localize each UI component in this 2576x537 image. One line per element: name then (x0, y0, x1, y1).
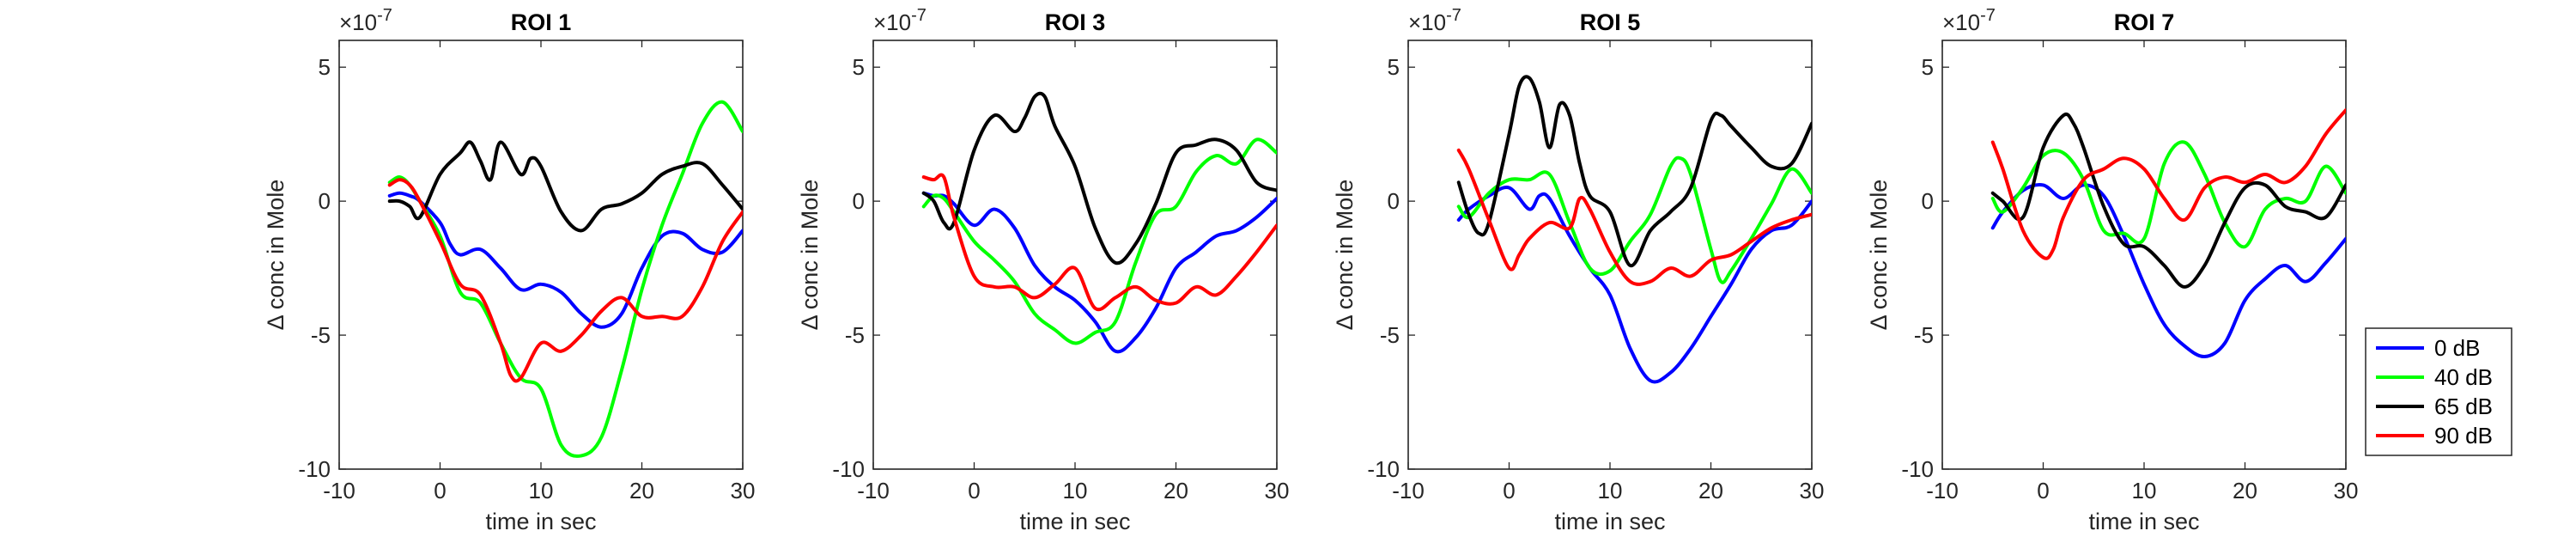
y-tick-label: -5 (1380, 322, 1400, 348)
legend-label: 0 dB (2434, 335, 2481, 361)
series-line-0-db (1990, 182, 2346, 359)
legend-label: 90 dB (2434, 423, 2493, 449)
chart-title: ROI 7 (2114, 9, 2175, 35)
y-exponent-label: ×10-7 (1942, 6, 1996, 35)
y-tick-label: 5 (1922, 54, 1934, 80)
x-tick-label: 30 (731, 478, 756, 503)
x-axis-label: time in sec (1554, 509, 1665, 534)
x-tick-label: 0 (434, 478, 446, 503)
chart-panel-4: -10 0 10 20 30 -10 -5 0 5 ×10-7 ROI 7 time in sec Δ … (1866, 6, 2358, 534)
x-tick-label: 10 (1063, 478, 1088, 503)
x-tick-label: -10 (857, 478, 890, 503)
axes-box (1941, 40, 2347, 470)
y-axis-label: Δ conc in Mole (263, 180, 289, 331)
axes-box (872, 40, 1278, 470)
legend-label: 40 dB (2434, 364, 2493, 390)
y-tick-label: 5 (1388, 54, 1400, 80)
y-axis-label: Δ conc in Mole (797, 180, 823, 331)
y-tick-label: -10 (1367, 456, 1400, 482)
chart-panel-2: -10 0 10 20 30 -10 -5 0 5 ×10-7 ROI 3 time in sec Δ … (797, 6, 1289, 534)
y-tick-label: -10 (298, 456, 331, 482)
x-axis-label: time in sec (1019, 509, 1130, 534)
x-tick-label: 10 (1598, 478, 1623, 503)
x-tick-label: 20 (2233, 478, 2257, 503)
y-tick-label: 5 (319, 54, 331, 80)
x-tick-label: -10 (323, 478, 355, 503)
y-tick-label: -10 (1901, 456, 1934, 482)
x-tick-label: 30 (1265, 478, 1290, 503)
y-exponent-label: ×10-7 (1408, 6, 1461, 35)
x-tick-label: 10 (2132, 478, 2157, 503)
legend-label: 65 dB (2434, 394, 2493, 419)
chart-panel-3: -10 0 10 20 30 -10 -5 0 5 ×10-7 ROI 5 time in sec Δ … (1332, 6, 1824, 534)
y-tick-label: -10 (832, 456, 865, 482)
y-tick-label: -5 (845, 322, 865, 348)
y-tick-label: 0 (1922, 188, 1934, 214)
chart-title: ROI 3 (1045, 9, 1106, 35)
chart-title: ROI 1 (511, 9, 572, 35)
y-axis-label: Δ conc in Mole (1332, 180, 1358, 331)
y-axis-label: Δ conc in Mole (1866, 180, 1892, 331)
series-line-90-db (921, 173, 1277, 312)
y-tick-label: -5 (311, 322, 331, 348)
series-lines (921, 91, 1277, 354)
series-line-65-db (387, 140, 743, 233)
y-tick-label: 0 (1388, 188, 1400, 214)
x-tick-label: 20 (1698, 478, 1723, 503)
x-tick-label: 30 (2334, 478, 2359, 503)
y-exponent-label: ×10-7 (873, 6, 927, 35)
series-line-90-db (1990, 108, 2346, 260)
series-line-0-db (921, 191, 1277, 354)
x-tick-label: 10 (529, 478, 554, 503)
x-axis-label: time in sec (485, 509, 596, 534)
chart-panel-1: -10 0 10 20 30 -10 -5 0 5 ×10-7 ROI 1 time in sec Δ … (263, 6, 755, 534)
series-line-65-db (1456, 75, 1812, 267)
y-exponent: -7 (377, 6, 392, 25)
x-tick-label: 30 (1800, 478, 1825, 503)
y-tick-label: 5 (853, 54, 865, 80)
x-tick-label: 20 (629, 478, 654, 503)
legend: 0 dB 40 dB 65 dB 90 dB (2365, 327, 2512, 456)
x-tick-label: 0 (1503, 478, 1515, 503)
y-exponent: -7 (1446, 6, 1461, 25)
series-line-90-db (387, 178, 743, 383)
x-tick-label: 0 (2037, 478, 2049, 503)
x-tick-label: -10 (1392, 478, 1425, 503)
y-exponent: -7 (911, 6, 927, 25)
y-tick-label: -5 (1914, 322, 1934, 348)
series-lines (387, 100, 743, 458)
y-exponent: -7 (1980, 6, 1996, 25)
x-tick-label: 0 (968, 478, 980, 503)
series-line-65-db (921, 91, 1277, 265)
series-line-90-db (1456, 148, 1812, 286)
y-tick-label: 0 (319, 188, 331, 214)
x-axis-label: time in sec (2088, 509, 2199, 534)
axes-box (338, 40, 744, 470)
series-lines (1990, 108, 2346, 359)
series-line-40-db (1456, 156, 1812, 284)
y-tick-label: 0 (853, 188, 865, 214)
chart-title: ROI 5 (1580, 9, 1641, 35)
x-tick-label: 20 (1163, 478, 1188, 503)
y-exponent-label: ×10-7 (339, 6, 392, 35)
series-lines (1456, 75, 1812, 384)
series-line-40-db (1990, 140, 2346, 249)
series-line-65-db (1990, 112, 2346, 289)
x-tick-label: -10 (1926, 478, 1959, 503)
series-line-0-db (1456, 186, 1812, 384)
series-line-40-db (387, 100, 743, 458)
